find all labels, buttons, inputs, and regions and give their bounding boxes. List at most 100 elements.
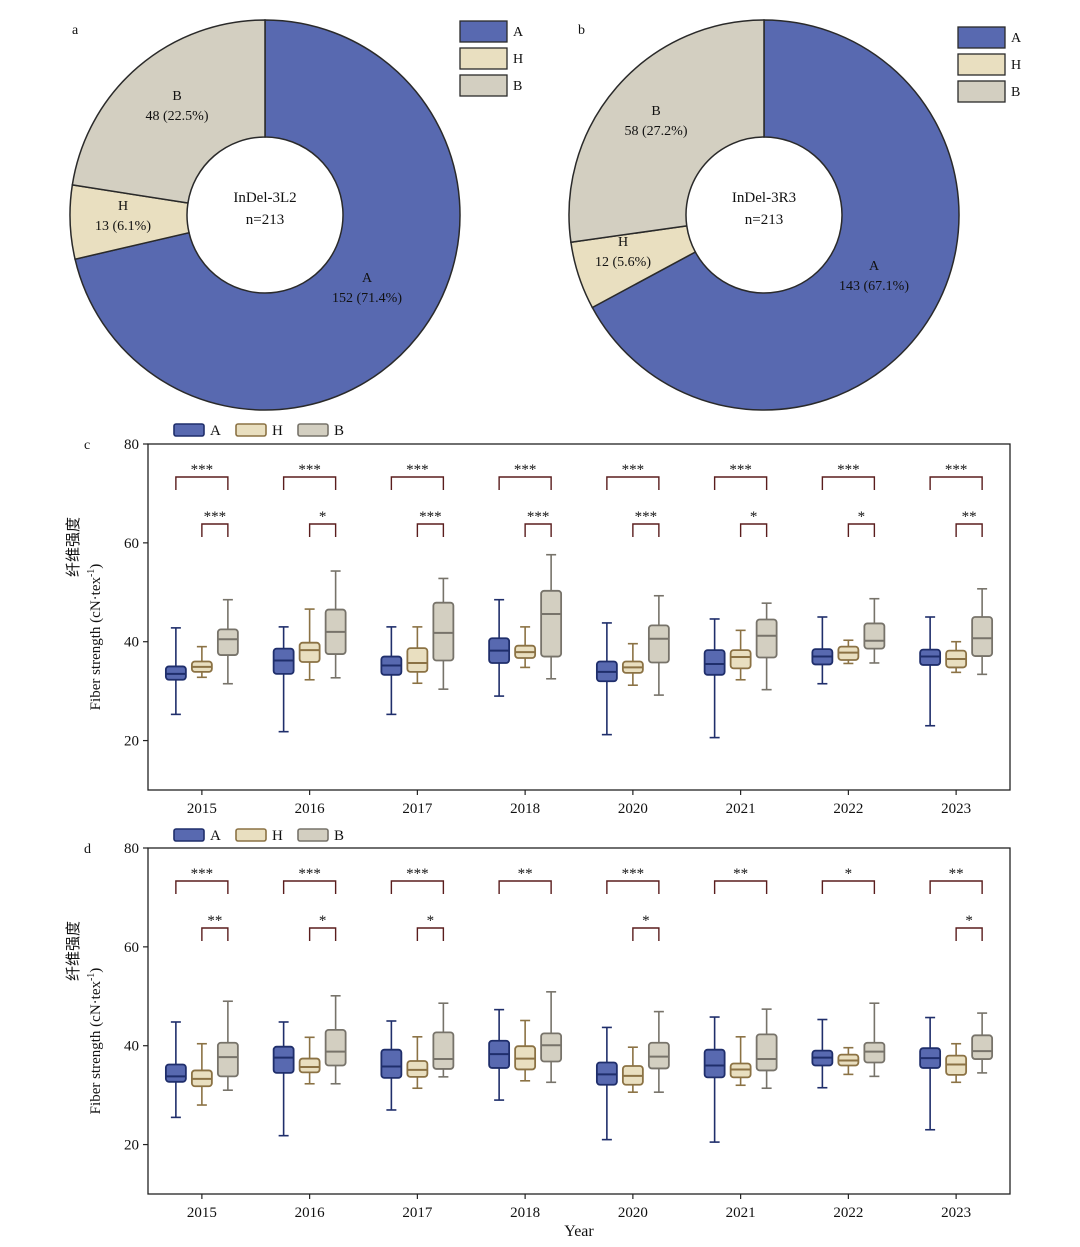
legend-swatch-A <box>957 26 1006 49</box>
donut-chart-b: A 143 (67.1%) H 12 (5.6%) B 58 (27.2%) InDel-3… <box>568 19 1022 411</box>
sig-bracket-AB <box>498 880 552 894</box>
y-axis-label: Fiber strength (cN·tex-1) <box>86 564 104 711</box>
pie-slice-B <box>71 19 266 204</box>
sig-bracket-AB-label: *** <box>622 866 645 882</box>
sig-bracket-HB <box>524 523 552 537</box>
box-B <box>971 616 994 657</box>
sig-bracket-AB <box>821 880 876 894</box>
legend-label-A: A <box>1011 31 1022 46</box>
x-tick-label: 2023 <box>941 801 971 817</box>
sig-bracket-HB <box>308 927 337 941</box>
sig-bracket-AB-label: *** <box>406 866 429 882</box>
sig-bracket-AB <box>713 476 768 490</box>
legend-swatch-B <box>297 423 329 437</box>
sig-bracket-HB-label: * <box>319 913 327 929</box>
slice-value-B: 48 (22.5%) <box>146 109 209 124</box>
legend-swatch-B <box>297 828 329 842</box>
slice-value-A: 152 (71.4%) <box>332 291 402 306</box>
sig-bracket-AB-label: *** <box>191 866 214 882</box>
y-tick-label: 40 <box>124 1039 139 1055</box>
boxplot-panel-d: 20 40 60 80 Fiber strength (cN·tex-1)纤维强度 201… <box>65 828 1011 1240</box>
plot-frame <box>147 847 1011 1195</box>
sig-bracket-AB-label: * <box>845 866 853 882</box>
x-tick-label: 2021 <box>726 801 756 817</box>
panel-label-a: a <box>72 23 79 38</box>
box-B <box>863 622 886 650</box>
y-tick-label: 80 <box>124 841 139 857</box>
box-B <box>216 628 239 656</box>
legend-label-B: B <box>1011 85 1020 100</box>
legend-label-H: H <box>513 52 523 67</box>
sig-bracket-HB-label: * <box>750 509 758 525</box>
sig-bracket-HB <box>955 927 983 941</box>
x-tick-label: 2016 <box>295 801 326 817</box>
legend-swatch-H <box>957 53 1006 76</box>
x-axis-label: Year <box>564 1223 594 1240</box>
donut-center-count: n=213 <box>745 212 783 228</box>
slice-name-A: A <box>362 271 373 286</box>
sig-bracket-AB-label: ** <box>518 866 533 882</box>
panel-label-b: b <box>578 23 585 38</box>
x-tick-label: 2020 <box>618 801 648 817</box>
box-B <box>540 589 563 658</box>
slice-name-H: H <box>618 235 628 250</box>
x-tick-label: 2017 <box>402 801 433 817</box>
box-A <box>703 1048 726 1079</box>
sig-bracket-AB-label: *** <box>191 462 214 478</box>
x-tick-label: 2021 <box>726 1205 756 1221</box>
sig-bracket-HB <box>955 523 983 537</box>
slice-name-B: B <box>651 104 660 119</box>
box-B <box>432 1031 455 1070</box>
sig-bracket-HB-label: *** <box>527 509 550 525</box>
sig-bracket-AB <box>929 880 983 894</box>
pie-slice-A <box>74 19 461 411</box>
box-B <box>216 1041 239 1078</box>
box-B <box>540 1032 563 1063</box>
legend-label-H: H <box>1011 58 1021 73</box>
x-tick-label: 2015 <box>187 1205 217 1221</box>
sig-bracket-AB-label: ** <box>733 866 748 882</box>
donut-center-count: n=213 <box>246 212 284 228</box>
sig-bracket-AB <box>498 476 552 490</box>
sig-bracket-HB-label: ** <box>207 913 222 929</box>
x-tick-label: 2018 <box>510 1205 540 1221</box>
sig-bracket-HB-label: *** <box>635 509 658 525</box>
sig-bracket-HB <box>308 523 337 537</box>
x-tick-label: 2015 <box>187 801 217 817</box>
sig-bracket-AB <box>713 880 768 894</box>
sig-bracket-AB <box>390 476 445 490</box>
pie-slice-A <box>591 19 960 411</box>
legend-swatch-A <box>173 828 205 842</box>
legend-label-A: A <box>513 25 524 40</box>
sig-bracket-AB <box>606 880 660 894</box>
sig-bracket-AB <box>390 880 445 894</box>
sig-bracket-HB-label: *** <box>204 509 227 525</box>
sig-bracket-AB <box>821 476 876 490</box>
slice-value-B: 58 (27.2%) <box>625 124 688 139</box>
sig-bracket-AB-label: *** <box>837 462 860 478</box>
donut-chart-a: A 152 (71.4%) H 13 (6.1%) B 48 (22.5%) InDel-3… <box>69 19 524 411</box>
sig-bracket-AB <box>282 476 337 490</box>
donut-center-title: InDel-3L2 <box>233 190 296 206</box>
y-tick-label: 20 <box>124 734 139 750</box>
legend-swatch-B <box>957 80 1006 103</box>
box-A <box>164 1063 187 1083</box>
x-tick-label: 2018 <box>510 801 540 817</box>
box-A <box>703 649 726 676</box>
x-tick-label: 2022 <box>833 801 863 817</box>
sig-bracket-HB <box>847 523 876 537</box>
sig-bracket-HB-label: *** <box>419 509 442 525</box>
legend-swatch-H <box>235 828 267 842</box>
box-B <box>432 601 455 662</box>
legend-swatch-A <box>173 423 205 437</box>
legend-swatch-H <box>235 423 267 437</box>
sig-bracket-HB-label: ** <box>962 509 977 525</box>
legend-label-A: A <box>210 828 221 844</box>
box-B <box>647 624 670 664</box>
y-axis-label-cn: 纤维强度 <box>65 921 82 981</box>
sig-bracket-HB-label: * <box>642 913 650 929</box>
sig-bracket-AB-label: *** <box>622 462 645 478</box>
slice-value-A: 143 (67.1%) <box>839 279 909 294</box>
x-tick-label: 2023 <box>941 1205 971 1221</box>
